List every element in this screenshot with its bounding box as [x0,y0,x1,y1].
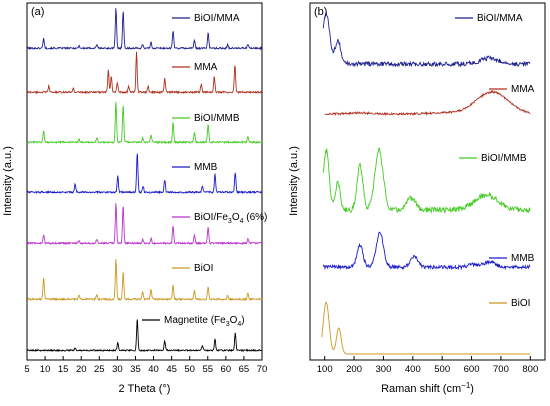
raman-trace-3 [322,231,531,271]
a-xtick-label-3: 20 [76,364,87,375]
a-xtick-label-10: 55 [202,364,213,375]
b-xtick-label-6: 700 [493,364,509,375]
panel-a-xrd: (a) 5 10 15 20 25 30 35 40 45 50 55 60 65 70 BiOI/MMA… [2,2,267,395]
legend-label-a6: Magnetite (Fe3O4) [164,315,245,328]
xrd-trace-5 [26,259,263,302]
a-xtick-label-7: 40 [148,364,159,375]
panel-b-frame [309,2,546,361]
panel-b-raman: (b) 100 200 300 400 500 600 700 800 BiOI/MMA MMA… [288,2,546,395]
panel-b-label: (b) [314,6,327,18]
a-xtick-label-5: 30 [112,364,123,375]
panel-b-ylabel: Intensity (a.u.) [288,146,300,216]
panel-b-xlabel: Raman shift (cm−1) [381,381,474,395]
a-xtick-label-8: 45 [166,364,177,375]
raman-trace-4 [321,301,531,355]
b-xtick-label-1: 200 [346,364,362,375]
b-xtick-label-7: 800 [522,364,538,375]
xrd-trace-0 [26,8,263,51]
xrd-trace-4 [26,203,263,246]
a-xtick-label-9: 50 [184,364,195,375]
b-xtick-label-2: 300 [376,364,392,375]
b-xtick-label-5: 600 [464,364,480,375]
b-xtick-label-4: 500 [434,364,450,375]
raman-trace-2 [322,147,531,215]
a-xtick-label-11: 60 [221,364,232,375]
legend-label-b4: BiOI [511,298,530,309]
a-xtick-label-2: 15 [58,364,69,375]
panel-a-x-axis: 5 10 15 20 25 30 35 40 45 50 55 60 65 70 [24,356,267,375]
legend-label-b3: MMB [511,253,535,264]
xrd-trace-6 [26,319,263,353]
legend-label-a0: BiOI/MMA [194,13,240,24]
legend-label-a1: MMA [194,62,218,73]
xrd-trace-1 [26,51,263,95]
xrd-trace-2 [26,102,263,145]
b-xtick-label-0: 100 [317,364,333,375]
panel-a-frame [26,2,263,361]
a-xtick-label-12: 65 [239,364,250,375]
a-xtick-label-6: 35 [130,364,141,375]
panel-b-x-axis: 100 200 300 400 500 600 700 800 [317,356,538,375]
a-xtick-label-1: 10 [40,364,51,375]
panel-a-traces: BiOI/MMA MMA BiOI/MMB MMB BiOI/Fe3O4 (6%) BiO… [26,8,267,353]
raman-trace-0 [322,12,531,68]
legend-label-a5: BiOI [194,263,213,274]
xrd-trace-3 [26,153,263,195]
legend-label-a4: BiOI/Fe3O4 (6%) [194,212,267,225]
panel-a-xlabel: 2 Theta (°) [119,383,171,395]
b-xtick-label-3: 400 [405,364,421,375]
a-xtick-label-13: 70 [257,364,268,375]
raman-trace-1 [324,89,531,117]
panel-a-ylabel: Intensity (a.u.) [2,146,14,216]
legend-label-a2: BiOI/MMB [194,113,240,124]
legend-label-a3: MMB [194,162,218,173]
legend-label-b1: MMA [511,84,535,95]
a-xtick-label-4: 25 [94,364,105,375]
a-xtick-label-0: 5 [24,364,29,375]
legend-label-b0: BiOI/MMA [477,13,523,24]
legend-label-b2: BiOI/MMB [481,153,527,164]
panel-a-label: (a) [31,6,44,18]
panel-b-traces: BiOI/MMA MMA BiOI/MMB MMB BiOI [321,12,535,355]
